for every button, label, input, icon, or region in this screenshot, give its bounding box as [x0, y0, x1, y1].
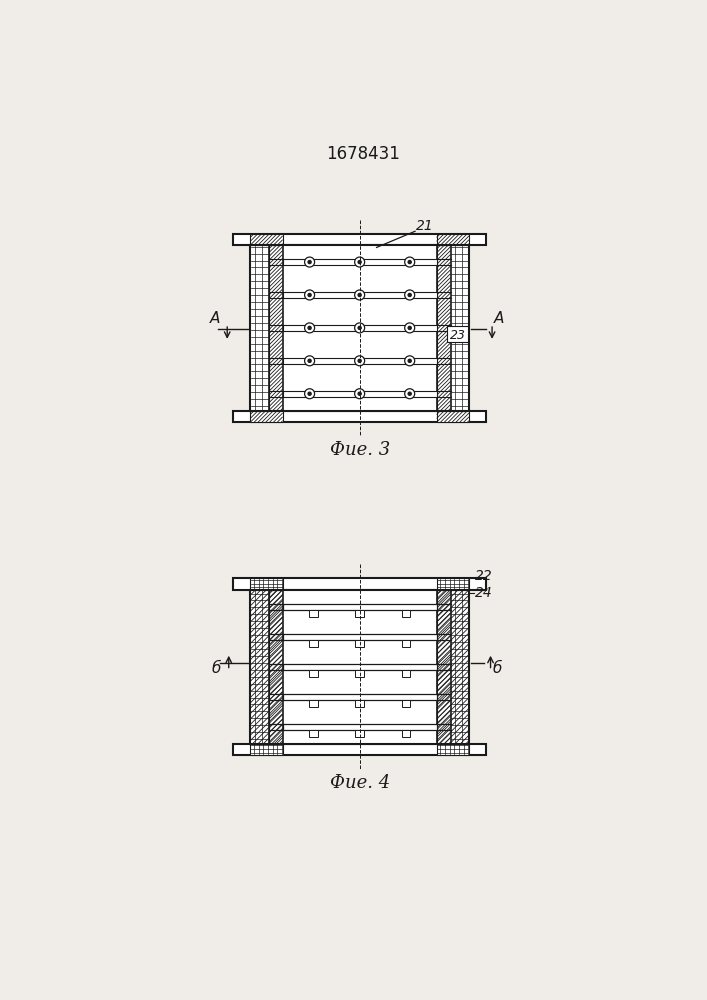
Bar [283, 325, 437, 331]
Text: Фuе. 4: Фuе. 4 [329, 774, 390, 792]
Circle shape [305, 323, 315, 333]
Bar [250, 245, 269, 411]
Bar [250, 411, 283, 422]
Circle shape [358, 326, 361, 329]
Circle shape [355, 290, 365, 300]
Bar [283, 590, 437, 744]
Bar [437, 578, 469, 590]
Circle shape [305, 257, 315, 267]
Bar [269, 245, 283, 411]
Bar [250, 744, 283, 755]
Bar [309, 700, 317, 707]
Text: 23: 23 [450, 329, 466, 342]
Circle shape [404, 389, 415, 399]
Circle shape [355, 356, 365, 366]
Bar [447, 326, 468, 342]
Bar [437, 411, 469, 422]
Circle shape [358, 293, 361, 297]
Text: 1678431: 1678431 [326, 145, 399, 163]
Bar [309, 610, 317, 617]
Bar [356, 670, 364, 677]
Bar [283, 604, 437, 610]
Text: Фuе. 3: Фuе. 3 [329, 441, 390, 459]
Circle shape [308, 326, 311, 329]
Bar [233, 411, 486, 422]
Bar [356, 610, 364, 617]
Circle shape [408, 359, 411, 362]
Bar [402, 730, 410, 737]
Bar [309, 670, 317, 677]
Circle shape [308, 293, 311, 297]
Circle shape [408, 392, 411, 395]
Circle shape [408, 326, 411, 329]
Text: б: б [212, 661, 221, 676]
Bar [437, 590, 450, 744]
Circle shape [408, 261, 411, 264]
Bar [437, 744, 469, 755]
Bar [450, 590, 469, 744]
Bar [283, 292, 437, 298]
Circle shape [308, 261, 311, 264]
Circle shape [358, 261, 361, 264]
Bar [283, 694, 437, 700]
Bar [356, 730, 364, 737]
Bar [233, 744, 486, 755]
Bar [402, 640, 410, 647]
Text: A: A [210, 311, 221, 326]
Circle shape [355, 257, 365, 267]
Bar [250, 578, 283, 590]
Bar [309, 730, 317, 737]
Circle shape [305, 389, 315, 399]
Bar [250, 590, 283, 744]
Bar [309, 640, 317, 647]
Circle shape [404, 356, 415, 366]
Circle shape [308, 359, 311, 362]
Bar [356, 700, 364, 707]
Bar [250, 245, 469, 411]
Circle shape [355, 323, 365, 333]
Bar [402, 670, 410, 677]
Bar [437, 590, 469, 744]
Text: б: б [492, 661, 501, 676]
Text: A: A [493, 311, 504, 326]
Circle shape [404, 323, 415, 333]
Bar [233, 578, 486, 590]
Bar [283, 634, 437, 640]
Bar [356, 640, 364, 647]
Bar [233, 234, 486, 245]
Circle shape [308, 392, 311, 395]
Circle shape [305, 356, 315, 366]
Bar [283, 724, 437, 730]
Circle shape [355, 389, 365, 399]
Bar [283, 358, 437, 364]
Text: 22: 22 [475, 569, 493, 583]
Bar [402, 700, 410, 707]
Bar [437, 234, 469, 245]
Bar [283, 391, 437, 397]
Bar [269, 590, 283, 744]
Bar [250, 234, 283, 245]
Circle shape [404, 257, 415, 267]
Bar [437, 245, 450, 411]
Circle shape [404, 290, 415, 300]
Bar [283, 245, 437, 411]
Bar [450, 245, 469, 411]
Circle shape [358, 359, 361, 362]
Bar [402, 610, 410, 617]
Text: 24: 24 [475, 586, 493, 600]
Bar [283, 259, 437, 265]
Circle shape [408, 293, 411, 297]
Circle shape [358, 392, 361, 395]
Bar [250, 590, 469, 744]
Bar [250, 590, 269, 744]
Circle shape [305, 290, 315, 300]
Text: 21: 21 [416, 219, 433, 233]
Bar [283, 664, 437, 670]
